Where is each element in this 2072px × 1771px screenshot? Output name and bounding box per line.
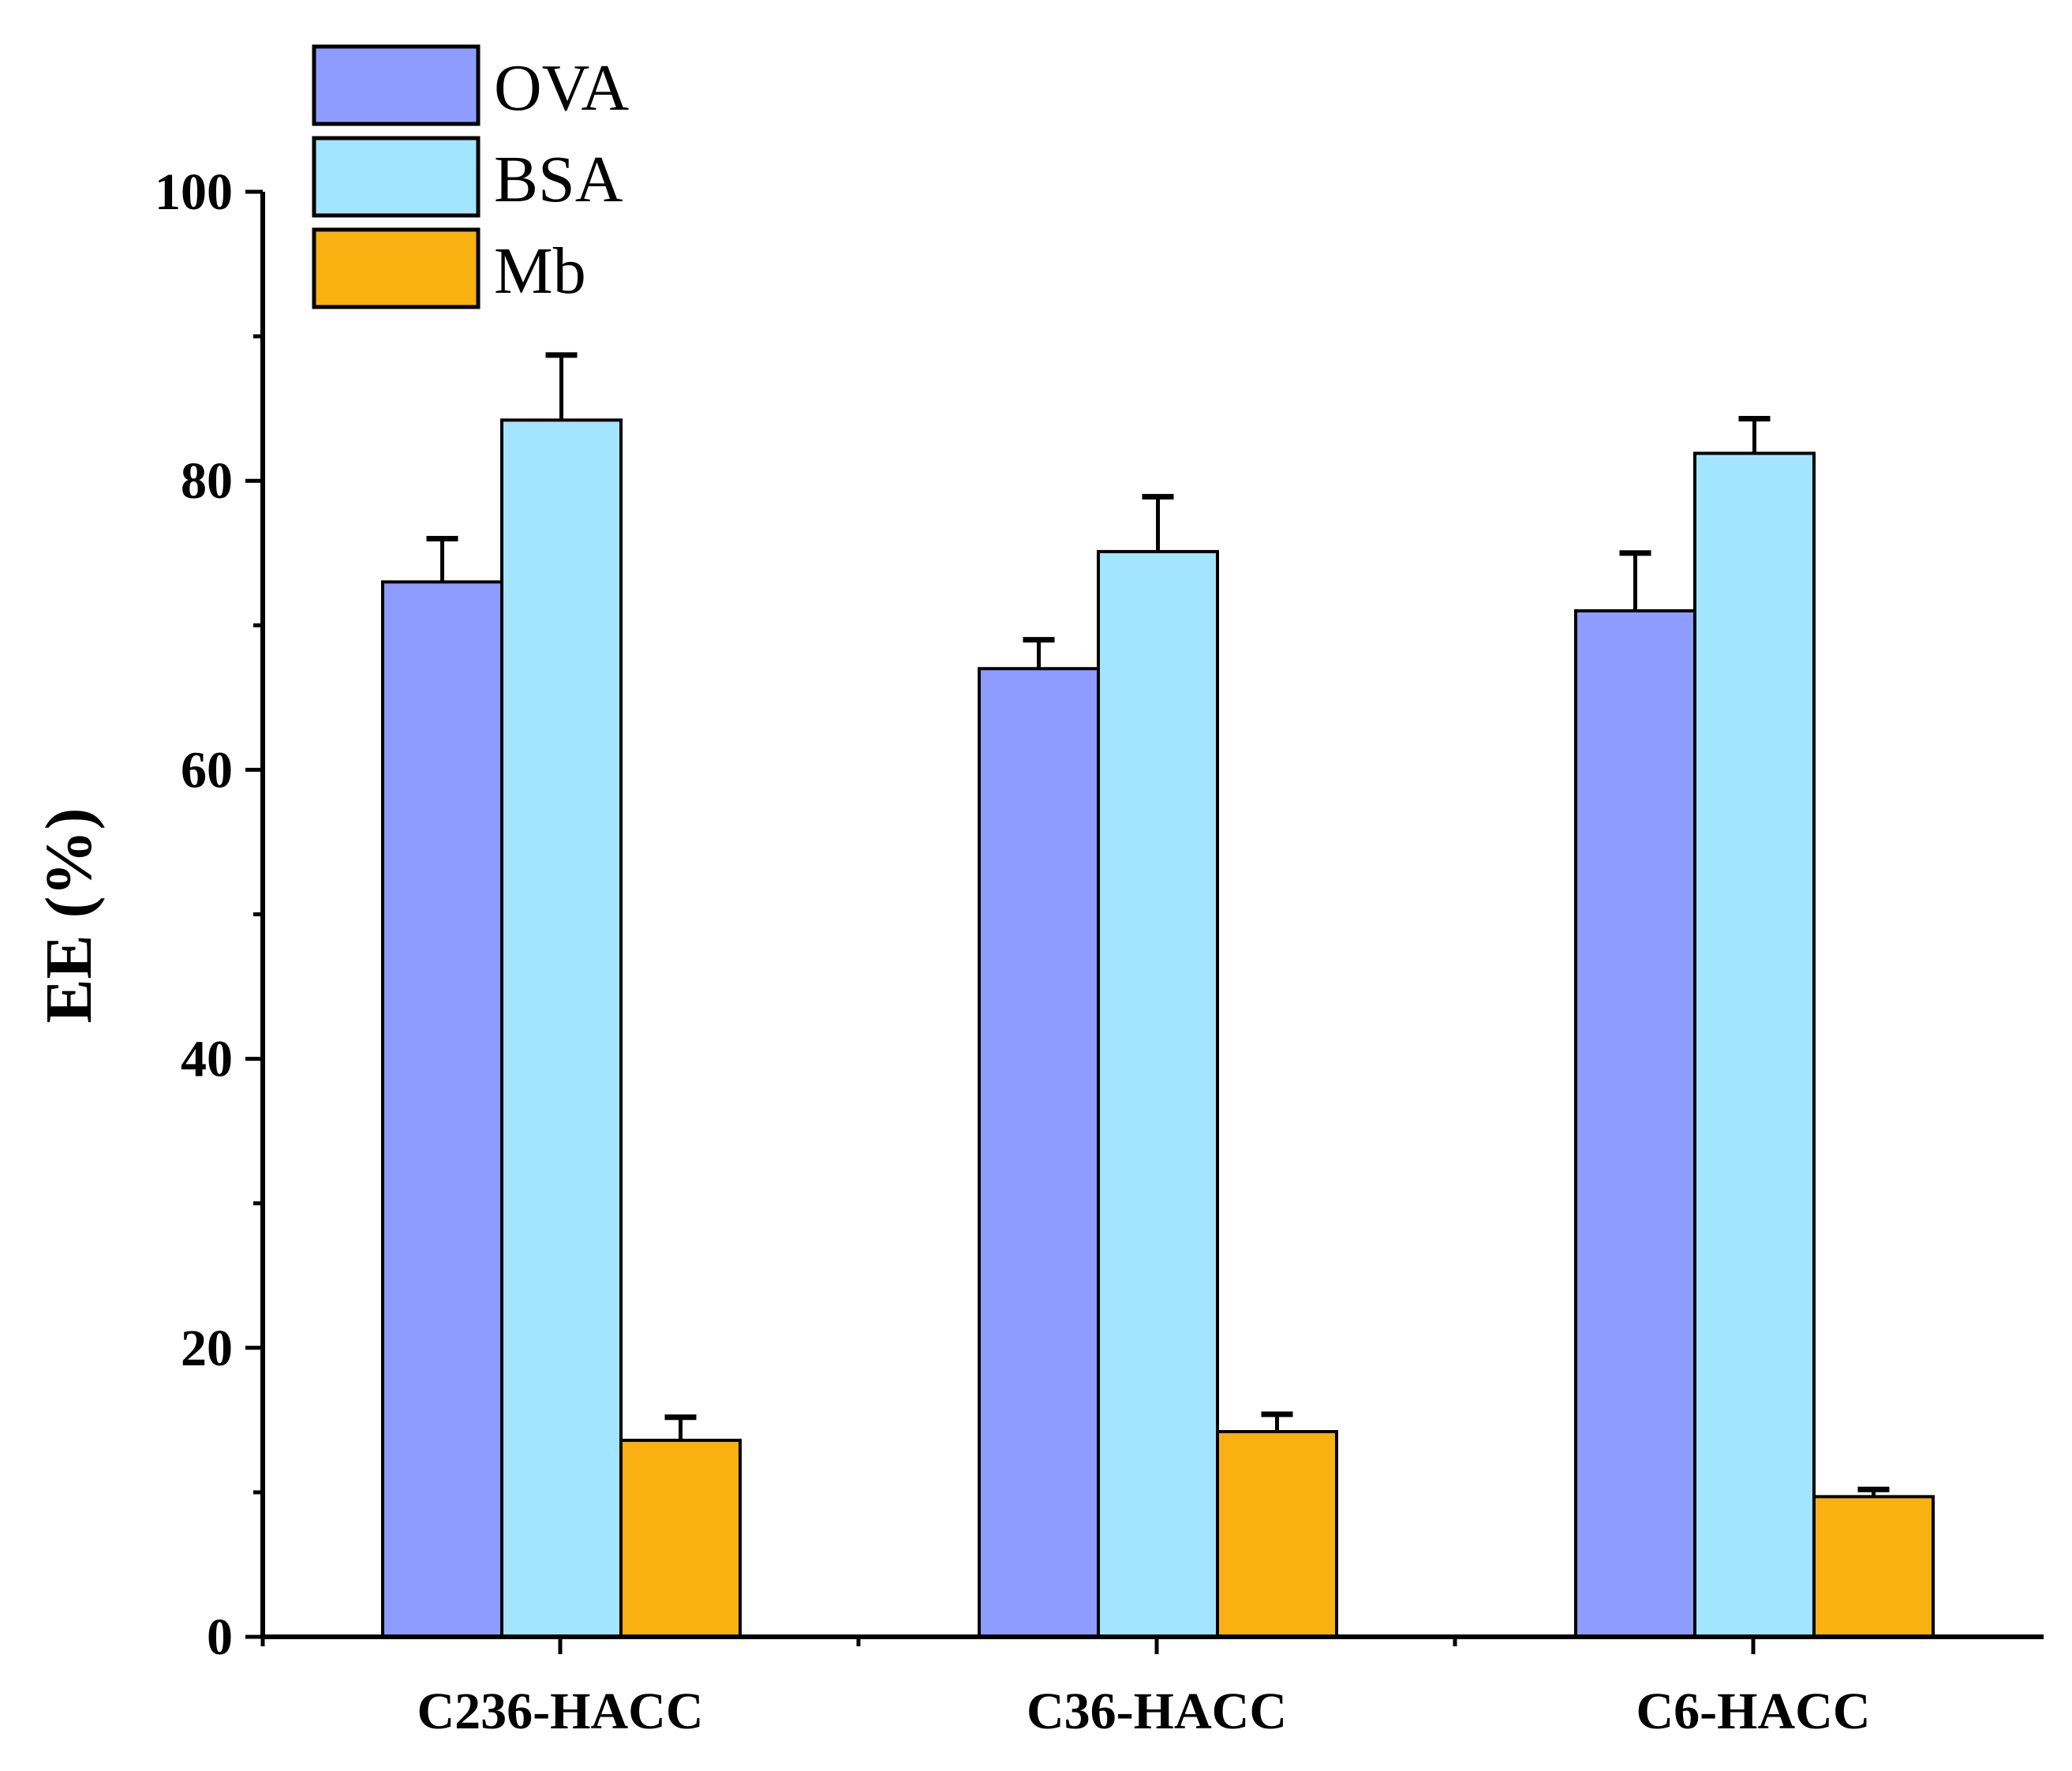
- x-tick-label: C6-HACC: [1636, 1683, 1871, 1740]
- legend-swatch-mb: [312, 227, 481, 309]
- bar-bsa-c6-hacc: [1693, 451, 1816, 1638]
- bar-mb-c6-hacc: [1812, 1495, 1935, 1638]
- bar-ova-c36-hacc: [978, 667, 1100, 1638]
- x-tick-label: C36-HACC: [1027, 1683, 1287, 1740]
- bar-ova-c236-hacc: [381, 580, 503, 1638]
- y-tick-label: 0: [207, 1608, 233, 1666]
- y-tick-label: 80: [181, 452, 233, 510]
- legend-label-ova: OVA: [494, 51, 629, 125]
- legend-swatch-bsa: [312, 136, 481, 218]
- legend-label-bsa: BSA: [494, 143, 623, 216]
- legend: OVA BSA Mb: [312, 44, 629, 309]
- y-tick-label: 40: [181, 1031, 233, 1088]
- y-axis-title: EE (%): [32, 808, 106, 1024]
- bar-mb-c36-hacc: [1216, 1429, 1338, 1639]
- x-tick-label: C236-HACC: [417, 1683, 704, 1740]
- y-tick-label: 20: [181, 1320, 233, 1377]
- y-tick-label: 60: [181, 741, 233, 799]
- bar-mb-c236-hacc: [619, 1438, 742, 1639]
- legend-label-mb: Mb: [494, 234, 586, 308]
- bar-ova-c6-hacc: [1574, 608, 1696, 1638]
- axes: 0 20 40 60 80 100 C236-HACC C36-HACC C6-HACC: [155, 163, 2044, 1740]
- plot-area: [381, 352, 1935, 1639]
- y-tick-label: 100: [155, 163, 233, 221]
- bar-bsa-c236-hacc: [500, 418, 623, 1638]
- bar-bsa-c36-hacc: [1097, 549, 1219, 1639]
- legend-swatch-ova: [312, 44, 481, 126]
